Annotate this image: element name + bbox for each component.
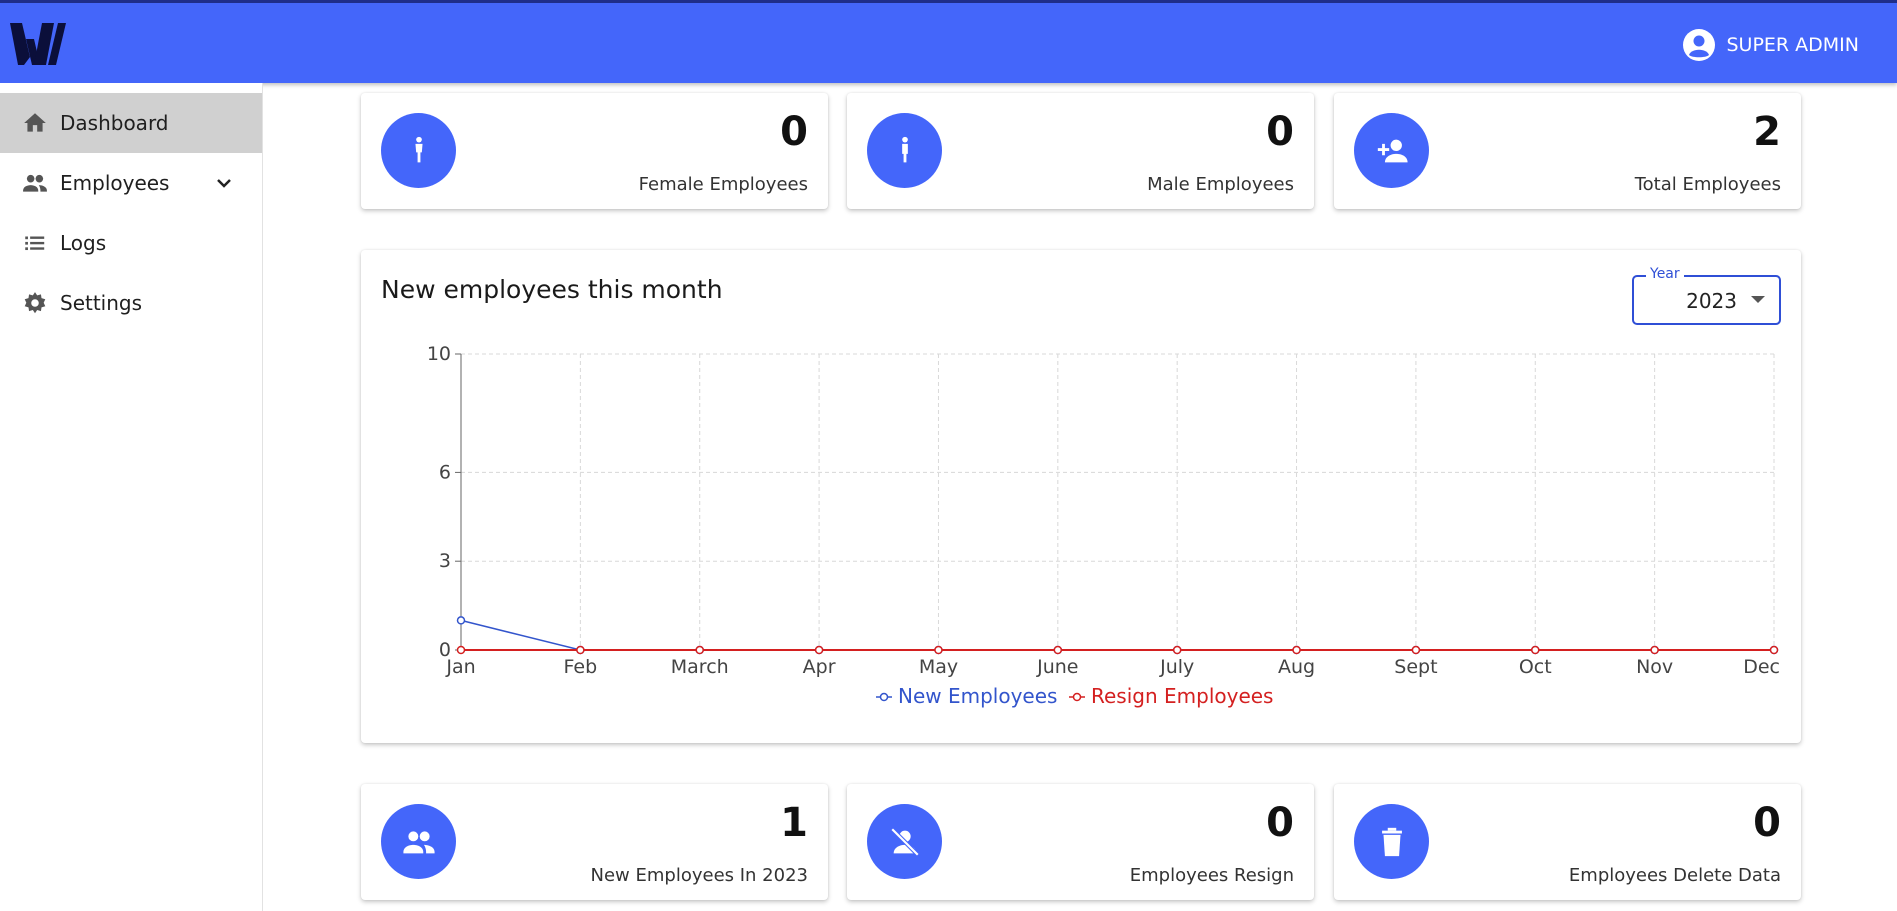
- stat-value: 2: [1753, 109, 1781, 155]
- top-app-bar: SUPER ADMIN: [0, 0, 1897, 83]
- sidebar-item-employees[interactable]: Employees: [0, 153, 262, 213]
- w-logo-icon[interactable]: [8, 19, 68, 69]
- x-tick-label: March: [671, 656, 729, 678]
- x-tick-label: June: [1036, 656, 1078, 678]
- stat-icon-circle: [1354, 113, 1429, 188]
- stat-icon-circle: [381, 804, 456, 879]
- stat-label: Female Employees: [638, 174, 808, 195]
- user-menu[interactable]: SUPER ADMIN: [1682, 27, 1859, 63]
- list-icon: [25, 236, 45, 251]
- person-off-icon: [890, 827, 919, 856]
- x-tick-label: Sept: [1394, 656, 1437, 678]
- stat-value: 0: [1266, 800, 1294, 846]
- male-icon: [901, 136, 908, 162]
- gear-icon: [24, 292, 46, 314]
- data-point: [1650, 645, 1659, 655]
- caret-down-icon: [1751, 296, 1765, 303]
- year-select[interactable]: Year 2023: [1632, 266, 1781, 325]
- trash-icon: [1381, 827, 1402, 856]
- stat-card-male: 0 Male Employees: [847, 93, 1314, 209]
- data-point: [1411, 645, 1421, 655]
- sidebar-item-settings[interactable]: Settings: [0, 273, 262, 333]
- sidebar-item-label: Logs: [60, 231, 107, 255]
- legend-marker: [879, 692, 889, 702]
- stat-icon-circle: [867, 804, 942, 879]
- y-tick-label: 10: [427, 343, 451, 365]
- x-tick-label: Dec: [1743, 656, 1780, 678]
- legend-marker: [1072, 692, 1082, 702]
- stat-label: Employees Delete Data: [1568, 865, 1781, 886]
- y-tick-label: 3: [439, 550, 451, 572]
- data-point: [934, 645, 943, 655]
- account-circle-icon: [1683, 29, 1716, 61]
- stat-card-delete-data: 0 Employees Delete Data: [1334, 784, 1801, 900]
- data-point: [814, 645, 824, 655]
- people-icon: [23, 174, 47, 192]
- sidebar-item-label: Dashboard: [60, 111, 169, 135]
- stat-card-resign: 0 Employees Resign: [847, 784, 1314, 900]
- x-tick-label: Apr: [803, 656, 836, 678]
- data-point: [1769, 645, 1779, 655]
- stat-card-total: 2 Total Employees: [1334, 93, 1801, 209]
- stat-icon-circle: [867, 113, 942, 188]
- stat-card-female: 0 Female Employees: [361, 93, 828, 209]
- user-name: SUPER ADMIN: [1726, 34, 1859, 56]
- y-tick-label: 0: [439, 639, 451, 661]
- sidebar: Dashboard Employees Logs Settings: [0, 83, 263, 911]
- x-tick-label: Feb: [564, 656, 598, 678]
- chart-title: New employees this month: [381, 275, 723, 304]
- sidebar-item-dashboard[interactable]: Dashboard: [0, 93, 262, 153]
- stat-value: 1: [780, 800, 808, 846]
- y-tick-label: 6: [439, 461, 451, 483]
- stat-label: Male Employees: [1147, 174, 1294, 195]
- female-icon: [414, 136, 423, 162]
- data-point: [1172, 645, 1182, 655]
- home-icon: [24, 113, 46, 132]
- data-point: [695, 645, 704, 655]
- stat-label: New Employees In 2023: [590, 865, 808, 886]
- chart-card: New employees this month Year 2023 0 3 6 10…: [361, 250, 1801, 743]
- group-icon: [402, 830, 435, 853]
- stat-value: 0: [780, 109, 808, 155]
- year-select-value: 2023: [1686, 289, 1737, 313]
- data-point: [576, 645, 585, 655]
- x-tick-label: Oct: [1519, 656, 1552, 678]
- data-point: [1053, 645, 1063, 655]
- person-add-icon: [1377, 139, 1408, 162]
- data-point: [1292, 645, 1301, 655]
- sidebar-item-label: Employees: [60, 171, 170, 195]
- year-select-label: Year: [1646, 266, 1684, 282]
- x-tick-label: July: [1159, 656, 1194, 678]
- data-point: [1531, 645, 1540, 655]
- x-tick-label: Nov: [1636, 656, 1673, 678]
- legend-label: Resign Employees: [1091, 684, 1273, 708]
- data-point: [456, 645, 466, 655]
- chevron-down-icon[interactable]: [212, 171, 236, 195]
- stat-value: 0: [1266, 109, 1294, 155]
- x-tick-label: Aug: [1278, 656, 1315, 678]
- stat-label: Total Employees: [1634, 174, 1781, 195]
- data-point: [456, 616, 466, 625]
- series-line: [460, 619, 1774, 651]
- x-tick-label: Jan: [445, 656, 475, 678]
- stat-icon-circle: [1354, 804, 1429, 879]
- stat-icon-circle: [381, 113, 456, 188]
- x-tick-label: May: [919, 656, 958, 678]
- sidebar-item-logs[interactable]: Logs: [0, 213, 262, 273]
- line-chart: 0 3 6 10 Jan Feb March Apr May June July Aug Sept Oct…: [427, 343, 1780, 708]
- stat-card-new-employees: 1 New Employees In 2023: [361, 784, 828, 900]
- legend-label: New Employees: [898, 684, 1057, 708]
- sidebar-item-label: Settings: [60, 291, 143, 315]
- stat-value: 0: [1753, 800, 1781, 846]
- stat-label: Employees Resign: [1129, 865, 1294, 886]
